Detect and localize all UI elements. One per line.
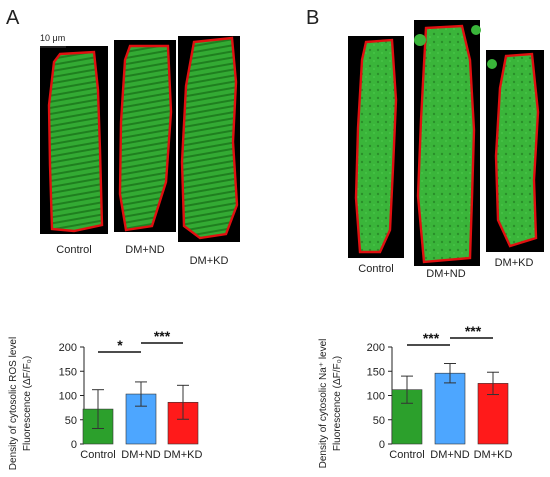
y-axis-title-line2: Fluorescence (ΔF/F₀) xyxy=(332,356,343,451)
image-label-b-dm-nd: DM+ND xyxy=(426,268,465,280)
bar-dm-nd xyxy=(434,372,466,445)
y-tick-label: 100 xyxy=(367,391,385,403)
category-label: DM+ND xyxy=(430,449,469,461)
y-tick-label: 150 xyxy=(59,366,77,378)
y-tick-label: 0 xyxy=(379,439,385,451)
bar-chart-sodium: 0 50 100 150 200 Control DM+ND DM+KD Density of … xyxy=(318,337,513,469)
sig-label-a-2: *** xyxy=(154,328,171,344)
sig-label-a-1: * xyxy=(117,337,123,353)
y-axis-title-line2: Fluorescence (ΔF/F₀) xyxy=(22,356,33,451)
micrograph-a-dm-nd xyxy=(114,40,176,232)
micrograph-b-control xyxy=(348,36,404,258)
micrograph-b-dm-nd xyxy=(414,20,481,266)
y-tick-label: 50 xyxy=(65,415,77,427)
image-label-b-control: Control xyxy=(358,263,393,275)
image-label-a-control: Control xyxy=(56,244,91,256)
y-tick-label: 50 xyxy=(373,415,385,427)
category-label: DM+ND xyxy=(121,449,160,461)
panel-letter-b: B xyxy=(306,7,319,29)
category-label: DM+KD xyxy=(164,449,203,461)
category-label: Control xyxy=(80,449,115,461)
y-axis-title-line1: Density of cytosolic ROS level xyxy=(8,337,19,470)
category-label: Control xyxy=(389,449,424,461)
image-label-a-dm-nd: DM+ND xyxy=(125,244,164,256)
category-label: DM+KD xyxy=(474,449,513,461)
y-tick-label: 100 xyxy=(59,391,77,403)
image-label-b-dm-kd: DM+KD xyxy=(495,257,534,269)
y-tick-label: 200 xyxy=(59,342,77,354)
micrograph-b-dm-kd xyxy=(486,50,544,252)
image-label-a-dm-kd: DM+KD xyxy=(190,255,229,267)
panel-letter-a: A xyxy=(6,7,20,29)
sig-label-b-2: *** xyxy=(465,323,482,339)
scale-bar-label: 10 μm xyxy=(40,33,65,43)
y-tick-label: 150 xyxy=(367,366,385,378)
sig-label-b-1: *** xyxy=(423,330,440,346)
micrograph-a-control xyxy=(40,46,108,234)
micrograph-a-dm-kd xyxy=(178,36,240,242)
y-tick-label: 0 xyxy=(71,439,77,451)
y-axis-title-line1: Density of cytosolic Na⁺ level xyxy=(318,339,329,469)
y-tick-label: 200 xyxy=(367,342,385,354)
bar-chart-ros: 0 50 100 150 200 Control DM+ND DM+KD Density of … xyxy=(8,337,202,470)
